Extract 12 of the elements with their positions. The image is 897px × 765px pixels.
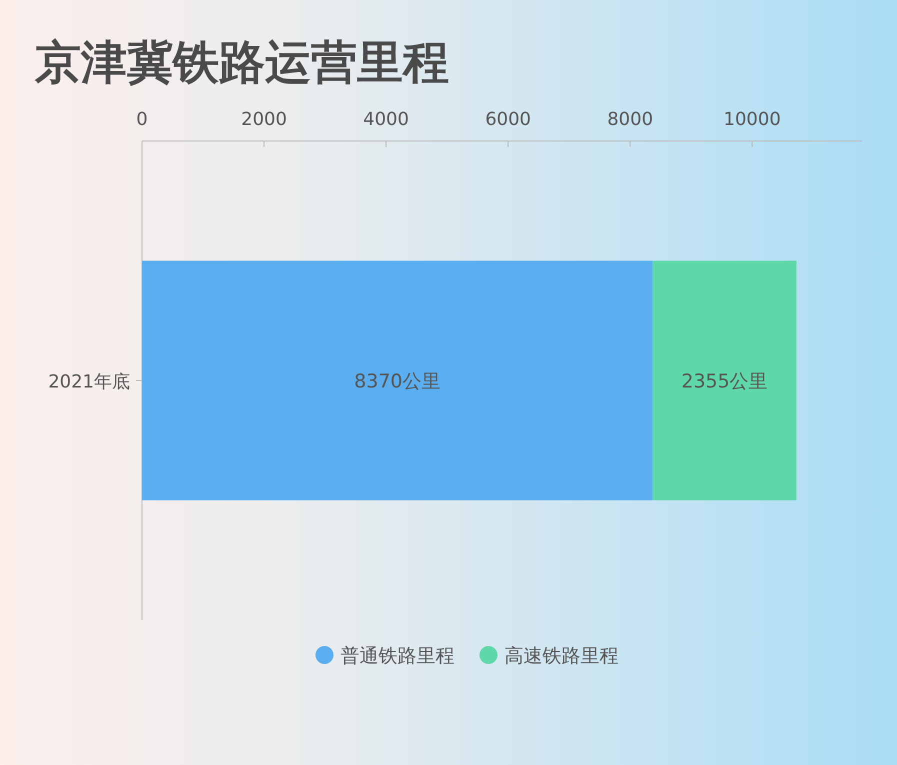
legend-label: 普通铁路里程 [340, 645, 454, 667]
data-label: 2355公里 [681, 370, 768, 392]
x-tick-label: 8000 [607, 109, 654, 130]
x-tick-label: 2000 [241, 109, 287, 130]
y-tick-label: 2021年底 [48, 372, 130, 392]
data-label: 8370公里 [354, 370, 441, 392]
x-tick-label: 4000 [363, 109, 409, 130]
legend-label: 高速铁路里程 [504, 645, 618, 667]
chart-title: 京津冀铁路运营里程 [34, 35, 449, 89]
x-tick-label: 10000 [724, 109, 781, 130]
x-tick-label: 6000 [485, 109, 532, 130]
x-tick-label: 0 [136, 109, 148, 130]
